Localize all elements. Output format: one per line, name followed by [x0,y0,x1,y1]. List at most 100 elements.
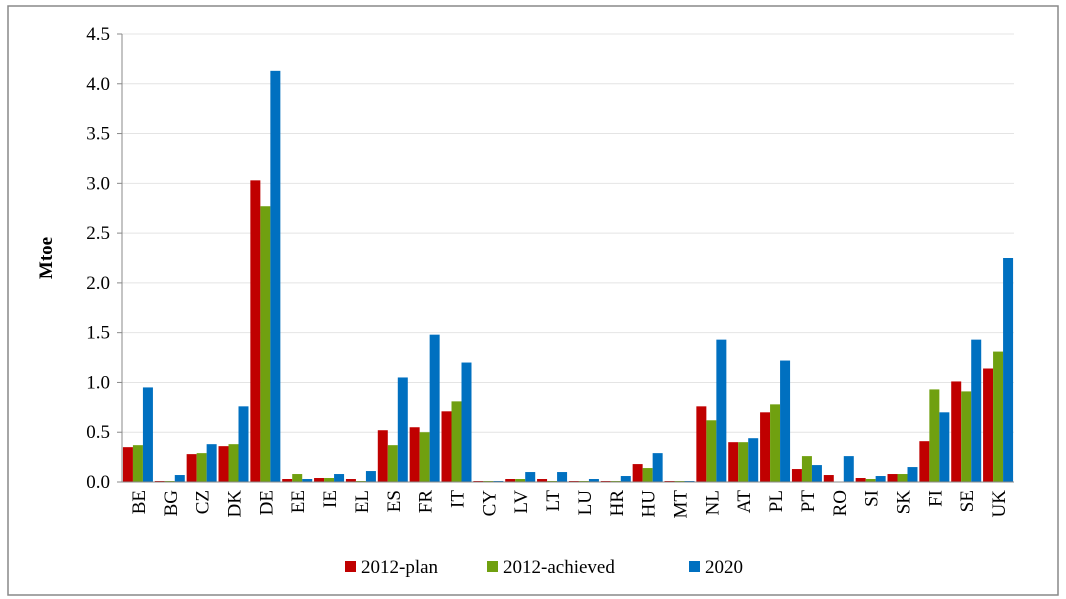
bar [196,453,207,482]
bar [875,476,886,482]
x-tick-label: MT [671,490,692,519]
bar [218,446,229,482]
bar [557,472,568,482]
bar [843,456,854,482]
bar [748,438,759,482]
bar [206,444,217,482]
bar [780,360,791,482]
bar [525,472,536,482]
x-tick-label: ES [384,490,405,512]
x-tick-label: AT [734,490,755,514]
bar [174,475,185,482]
legend-swatch [345,561,356,572]
x-tick-label: SI [862,490,883,507]
x-tick-label: LT [543,490,564,512]
bar [791,469,802,482]
bar [716,339,727,482]
bar [461,362,472,482]
y-tick-label: 4.0 [86,74,110,95]
x-tick-label: SK [894,490,915,515]
x-tick-label: UK [989,490,1010,518]
legend-label: 2012-plan [361,557,439,578]
bar [302,479,313,482]
bar [122,447,133,482]
x-tick-label: IE [320,490,341,508]
bar [588,479,599,482]
bar [738,442,749,482]
bar [345,479,356,482]
bar [907,467,918,482]
x-tick-label: RO [830,490,851,516]
bar [632,464,643,482]
y-tick-label: 2.5 [86,223,110,244]
bar [260,206,271,482]
x-tick-label: EE [288,490,309,513]
bar [377,430,388,482]
bar [993,351,1004,482]
y-tick-label: 0.0 [86,472,110,493]
legend-label: 2020 [705,557,743,578]
bar [865,479,876,482]
bar [365,471,376,482]
y-tick-label: 3.0 [86,173,110,194]
bar [855,478,866,482]
bar [238,406,249,482]
bar [387,445,398,482]
bar [971,339,982,482]
bar [419,432,430,482]
bar [441,411,452,482]
bar [314,478,325,482]
x-tick-label: HU [639,490,660,518]
x-tick-label: BE [129,490,150,514]
x-tick-label: NL [702,490,723,515]
x-tick-label: HR [607,490,628,517]
x-tick-label: IT [448,490,469,508]
x-tick-label: CZ [193,490,214,514]
bar [801,456,812,482]
bar [1003,258,1014,482]
bar [142,387,153,482]
bar [961,391,972,482]
bar [951,381,962,482]
bar [324,478,335,482]
legend-swatch [487,561,498,572]
bar [706,420,717,482]
bar [409,427,420,482]
bar [887,474,898,482]
x-tick-label: LU [575,490,596,516]
bar [250,180,261,482]
x-tick-label: PL [766,490,787,512]
bar [515,479,526,482]
x-tick-label: FI [925,490,946,507]
x-tick-label: SE [957,490,978,512]
bar [282,479,293,482]
y-tick-label: 0.5 [86,422,110,443]
legend-label: 2012-achieved [503,557,615,578]
bar [429,334,440,482]
x-tick-label: BG [161,490,182,517]
x-tick-label: CY [479,490,500,517]
bar [292,474,303,482]
x-tick-label: DE [256,490,277,515]
y-tick-label: 3.5 [86,124,110,145]
x-tick-label: DK [225,490,246,518]
x-tick-label: FR [416,490,437,514]
bar [451,401,462,482]
y-tick-label: 2.0 [86,273,110,294]
bar [929,389,940,482]
chart-frame [7,5,1059,596]
bar [652,453,663,482]
bar [397,377,408,482]
bar [811,465,822,482]
bar [642,468,653,482]
bar [620,476,631,482]
bar [334,474,345,482]
bar [770,404,781,482]
bar [186,454,197,482]
bar [270,70,281,482]
legend-swatch [689,561,700,572]
x-tick-label: EL [352,490,373,513]
y-axis-label: Mtoe [36,237,57,279]
y-tick-label: 1.5 [86,323,110,344]
